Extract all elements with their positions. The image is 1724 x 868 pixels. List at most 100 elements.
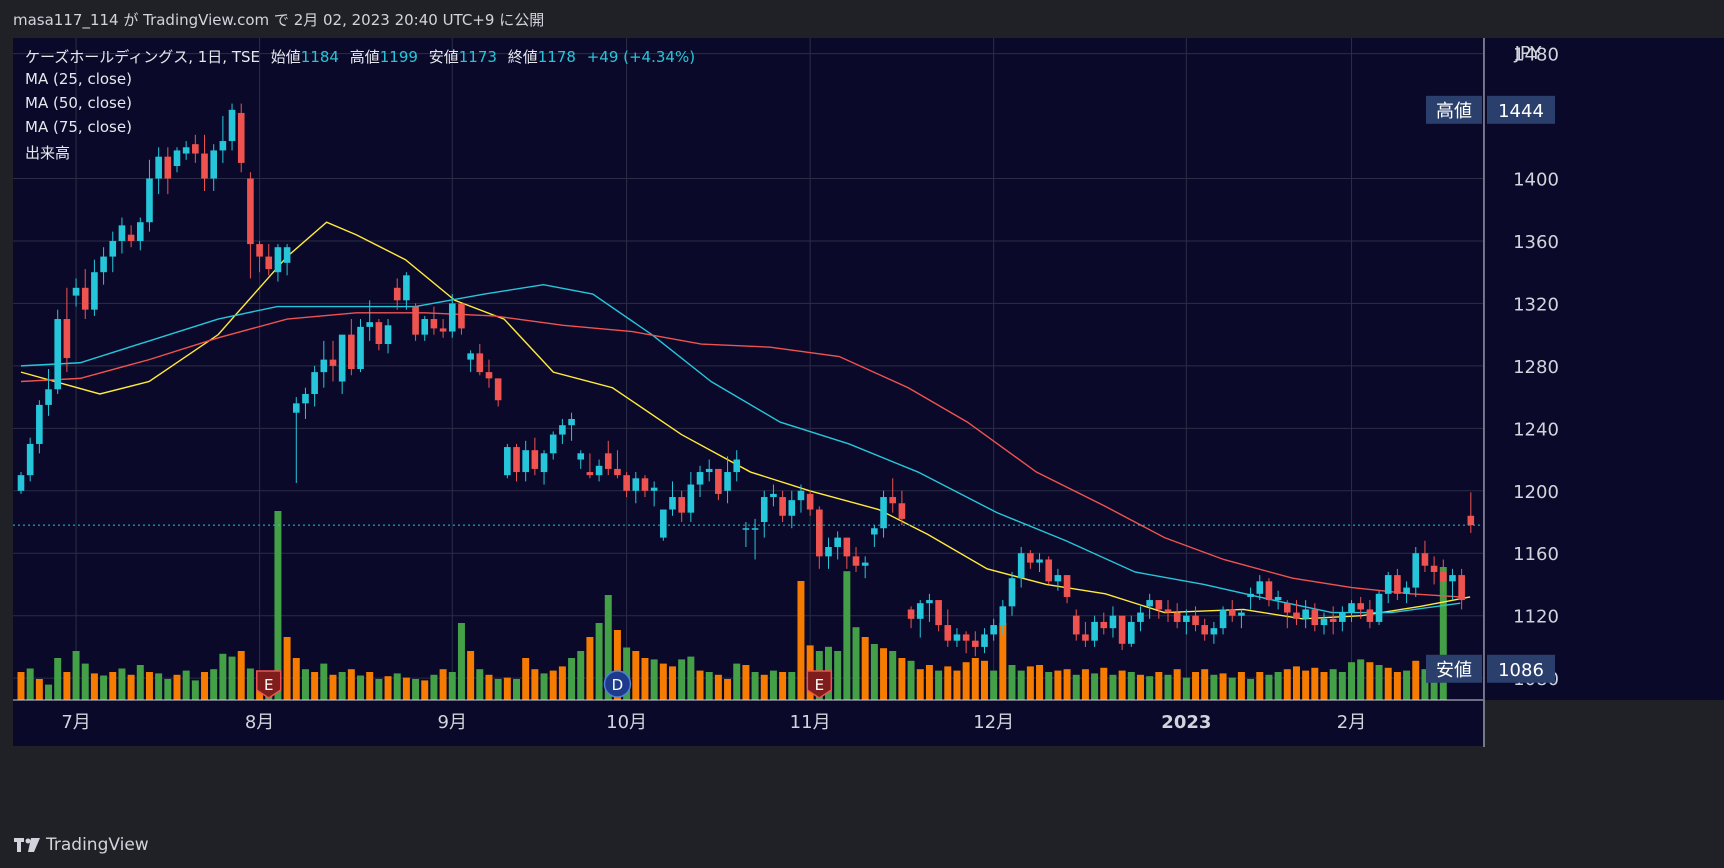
candle-body [568, 418, 575, 426]
candle-body [1072, 615, 1080, 635]
legend-ma25[interactable]: MA (25, close) [25, 70, 132, 88]
volume-bar [384, 676, 392, 700]
candle-body [889, 497, 897, 504]
candle-body [944, 625, 952, 641]
volume-bar [999, 623, 1007, 700]
volume-bar [678, 659, 686, 700]
volume-bar [1412, 660, 1420, 700]
volume-bar [1247, 679, 1255, 700]
candle-body [1293, 612, 1300, 619]
candle-body [1403, 587, 1410, 594]
volume-bar [35, 679, 43, 700]
volume-bar [1421, 669, 1429, 700]
y-tick-label: 1360 [1513, 232, 1559, 253]
legend-close-label: 終値 [507, 48, 538, 66]
volume-bar [870, 644, 878, 700]
candle-body [935, 600, 942, 626]
volume-bar [540, 673, 548, 700]
volume-bar [301, 669, 309, 700]
candle-body [1357, 603, 1365, 610]
candle-body [182, 147, 190, 154]
volume-bar [136, 665, 144, 700]
candle-body [953, 634, 961, 641]
legend-open-label: 始値 [270, 48, 301, 66]
tradingview-logo-text: TradingView [46, 835, 149, 855]
candle-body [1375, 593, 1383, 622]
grid-lines [13, 38, 1483, 700]
event-symbol: D [612, 676, 624, 694]
legend-volume[interactable]: 出来高 [25, 144, 71, 162]
volume-bar [971, 658, 979, 700]
candle-body [448, 303, 456, 332]
currency-label: JPY [1514, 43, 1543, 64]
volume-bar [311, 672, 319, 700]
volume-bar [219, 653, 227, 700]
volume-bar [568, 658, 576, 700]
tradingview-logo[interactable]: TradingView [14, 835, 149, 855]
dividend-marker [603, 670, 632, 698]
volume-bar [1338, 672, 1346, 700]
candle-body [430, 319, 438, 329]
candle-body [972, 640, 979, 647]
candle-body [1118, 615, 1126, 644]
candle-body [1412, 553, 1420, 588]
volume-bar [439, 669, 447, 700]
legend-change: +49 (+4.34%) [586, 48, 696, 66]
candle-body [348, 334, 355, 369]
volume-bar [1017, 670, 1025, 700]
volume-bar [1091, 673, 1099, 700]
candle-body [329, 359, 337, 366]
volume-bar [1375, 665, 1383, 700]
tradingview-logo-icon [14, 838, 40, 852]
candle-body [1173, 612, 1181, 622]
volume-bar [641, 658, 649, 700]
publish-info: masa117_114 が TradingView.com で 2月 02, 2… [13, 11, 545, 29]
price-chart[interactable]: 1178 E D E 1480 1400 1360 1320 1280 1240 1200 116… [0, 38, 1724, 823]
volume-bar [558, 666, 566, 700]
legend-ma50[interactable]: MA (50, close) [25, 94, 132, 112]
volume-bars [17, 511, 1447, 700]
volume-bar [494, 679, 502, 700]
candle-body [1256, 581, 1264, 594]
volume-bar [944, 666, 952, 700]
volume-bar [1072, 674, 1080, 700]
legend-low-label: 安値 [428, 48, 459, 66]
x-tick-label: 11月 [790, 712, 831, 733]
volume-bar [632, 651, 640, 700]
price-axis-bg [1484, 38, 1724, 700]
volume-bar [797, 581, 805, 700]
candle-body [292, 403, 300, 413]
volume-bar [577, 651, 585, 700]
candle-body [751, 528, 759, 530]
candle-body [1201, 625, 1209, 635]
volume-bar [1403, 670, 1411, 700]
volume-bar [274, 511, 282, 700]
candle-body [834, 537, 841, 547]
volume-bar [1201, 669, 1209, 700]
legend-ma75[interactable]: MA (75, close) [25, 118, 132, 136]
volume-bar [1265, 674, 1273, 700]
x-tick-label: 2月 [1337, 712, 1366, 733]
candle-body [916, 603, 924, 619]
candle-body [467, 353, 474, 360]
candle-body [26, 443, 34, 476]
volume-bar [109, 672, 117, 700]
candle-body [577, 453, 585, 460]
volume-bar [127, 674, 135, 700]
candle-body [669, 497, 676, 510]
volume-bar [733, 663, 741, 700]
volume-bar [26, 668, 34, 700]
candle-body [1054, 575, 1062, 582]
volume-bar [173, 674, 181, 700]
candle-body [384, 325, 392, 345]
candle-body [81, 287, 89, 310]
volume-bar [1081, 669, 1089, 700]
candle-body [421, 319, 429, 335]
volume-bar [604, 595, 612, 700]
candle-body [1008, 578, 1016, 607]
candle-body [1100, 621, 1108, 629]
candle-body [136, 222, 144, 241]
candle-body [1320, 618, 1328, 626]
candle-body [641, 478, 649, 491]
x-tick-label: 8月 [245, 712, 274, 733]
